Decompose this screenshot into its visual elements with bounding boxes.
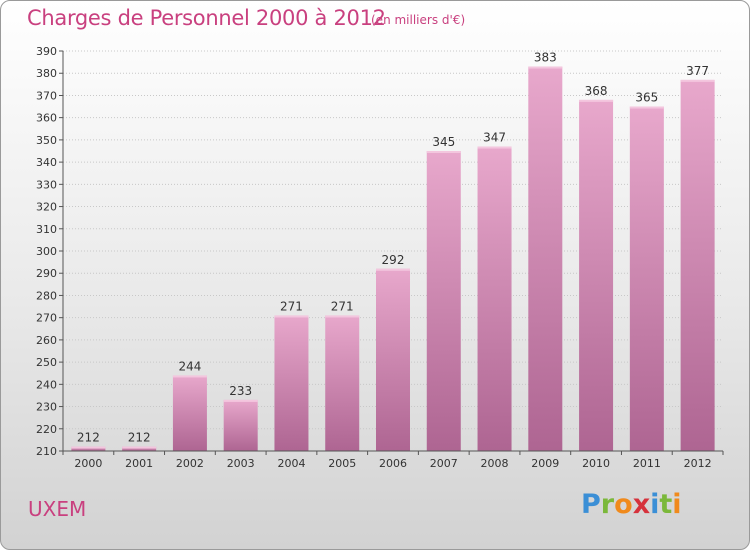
proxiti-logo[interactable]: Proxiti bbox=[581, 489, 682, 520]
logo-letter: x bbox=[632, 489, 651, 520]
x-tick-label: 2012 bbox=[684, 457, 712, 470]
y-tick-label: 270 bbox=[36, 312, 57, 325]
bar-highlight bbox=[376, 268, 410, 271]
x-tick-label: 2006 bbox=[379, 457, 407, 470]
bar-highlight bbox=[629, 106, 664, 109]
bar bbox=[223, 399, 258, 451]
bar bbox=[71, 446, 106, 451]
data-label: 383 bbox=[534, 51, 557, 65]
axes: 210 220 230 240 250 260 270 280 290 300 310 320 330 3… bbox=[36, 45, 724, 470]
bar-highlight bbox=[122, 446, 157, 449]
y-tick-label: 250 bbox=[36, 356, 57, 369]
y-tick-label: 260 bbox=[36, 334, 57, 347]
logo-letter: t bbox=[659, 489, 673, 520]
bar-highlight bbox=[71, 446, 106, 449]
bar-highlight bbox=[172, 375, 207, 378]
y-tick-label: 230 bbox=[36, 401, 57, 414]
x-tick-label: 2002 bbox=[176, 457, 204, 470]
logo-letter: o bbox=[614, 489, 633, 520]
data-label: 377 bbox=[686, 64, 709, 78]
y-tick-label: 370 bbox=[36, 89, 57, 102]
y-tick-label: 340 bbox=[36, 156, 57, 169]
data-label: 347 bbox=[483, 131, 506, 145]
bar bbox=[122, 446, 157, 451]
bar-highlight bbox=[579, 99, 614, 102]
bar-highlight bbox=[325, 315, 360, 318]
data-label: 271 bbox=[280, 299, 303, 313]
y-tick-label: 220 bbox=[36, 423, 57, 436]
bar-highlight bbox=[680, 79, 715, 82]
bar bbox=[477, 146, 512, 452]
bar-highlight bbox=[477, 146, 512, 149]
logo-letter: r bbox=[600, 489, 615, 520]
x-tick-label: 2004 bbox=[277, 457, 305, 470]
bar bbox=[325, 315, 360, 451]
data-label: 233 bbox=[229, 384, 252, 398]
y-tick-label: 210 bbox=[36, 445, 57, 458]
y-tick-label: 290 bbox=[36, 267, 57, 280]
bar bbox=[274, 315, 309, 451]
logo-letter: P bbox=[581, 489, 601, 520]
bar-highlight bbox=[426, 151, 461, 153]
chart-title: Charges de Personnel 2000 à 2012 bbox=[27, 6, 386, 30]
x-tick-label: 2000 bbox=[74, 457, 102, 470]
bars: 212 212 244 233 271 271 292 345 347 383 368 365 377 bbox=[71, 51, 715, 452]
bar bbox=[528, 66, 563, 452]
y-tick-label: 360 bbox=[36, 112, 57, 125]
x-tick-label: 2001 bbox=[125, 457, 153, 470]
x-tick-label: 2009 bbox=[531, 457, 559, 470]
logo-letter: i bbox=[650, 489, 660, 520]
y-tick-label: 380 bbox=[36, 67, 57, 80]
logo-letter: i bbox=[672, 489, 682, 520]
x-tick-label: 2003 bbox=[227, 457, 255, 470]
commune-name: UXEM bbox=[28, 497, 87, 521]
data-label: 212 bbox=[77, 431, 100, 445]
data-label: 365 bbox=[635, 91, 658, 105]
chart-subtitle: (en milliers d'€) bbox=[371, 13, 466, 27]
x-tick-label: 2007 bbox=[430, 457, 458, 470]
y-tick-label: 330 bbox=[36, 178, 57, 191]
bar bbox=[172, 375, 207, 451]
y-tick-label: 280 bbox=[36, 289, 57, 302]
data-label: 345 bbox=[432, 135, 455, 149]
y-tick-label: 320 bbox=[36, 201, 57, 214]
bar bbox=[680, 79, 715, 451]
y-tick-label: 300 bbox=[36, 245, 57, 258]
x-tick-label: 2011 bbox=[633, 457, 661, 470]
bar-highlight bbox=[223, 399, 258, 402]
data-label: 212 bbox=[128, 431, 151, 445]
data-label: 292 bbox=[382, 253, 405, 267]
y-tick-label: 390 bbox=[36, 45, 57, 58]
x-tick-label: 2005 bbox=[328, 457, 356, 470]
data-label: 368 bbox=[585, 84, 608, 98]
bar bbox=[629, 106, 664, 452]
bar-highlight bbox=[274, 315, 309, 318]
x-tick-label: 2010 bbox=[582, 457, 610, 470]
bar bbox=[426, 151, 461, 451]
y-tick-label: 350 bbox=[36, 134, 57, 147]
data-label: 244 bbox=[178, 359, 201, 373]
y-tick-label: 310 bbox=[36, 223, 57, 236]
data-label: 271 bbox=[331, 299, 354, 313]
bar bbox=[579, 99, 614, 451]
bar bbox=[376, 268, 410, 451]
y-tick-label: 240 bbox=[36, 378, 57, 391]
bar-highlight bbox=[528, 66, 563, 69]
x-tick-label: 2008 bbox=[481, 457, 509, 470]
